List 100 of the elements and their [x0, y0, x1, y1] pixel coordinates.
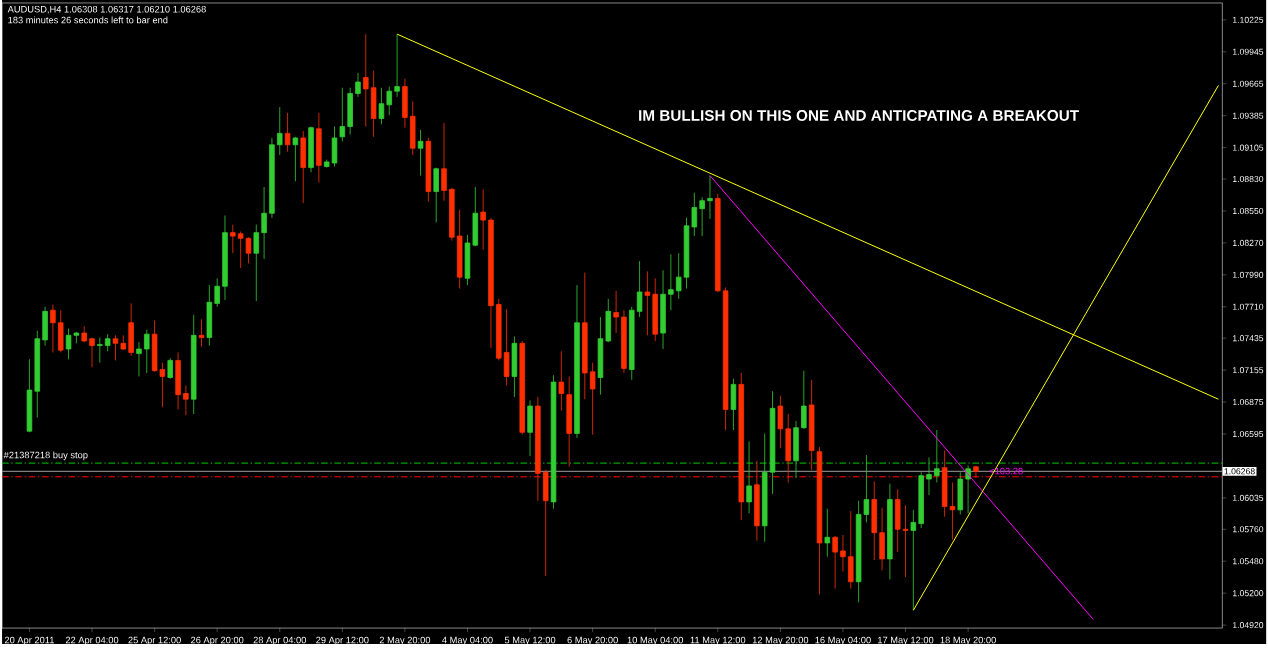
candlestick — [253, 224, 260, 302]
candlestick — [81, 325, 87, 343]
candlestick — [175, 352, 181, 411]
x-tick-label: 20 Apr 2011 — [4, 636, 54, 646]
candlestick — [542, 469, 549, 577]
candlestick — [871, 481, 877, 561]
candlestick — [879, 507, 885, 571]
y-tick-label: 1.05200 — [1233, 590, 1264, 597]
y-tick-label: 1.07990 — [1233, 271, 1264, 279]
candlestick — [339, 87, 346, 142]
candlestick — [746, 441, 752, 514]
candlestick — [355, 72, 361, 98]
candlestick — [198, 319, 205, 348]
candlestick — [754, 460, 760, 542]
candlestick — [308, 126, 314, 173]
y-tick-label: 1.05480 — [1233, 558, 1264, 565]
candlestick — [50, 304, 56, 354]
candlestick — [605, 298, 612, 343]
candlestick — [574, 284, 580, 439]
candlestick — [934, 429, 940, 484]
candlestick — [394, 33, 400, 98]
candlestick — [34, 330, 41, 419]
y-tick-label: 1.09385 — [1233, 112, 1264, 119]
candlestick — [675, 252, 682, 300]
y-tick-label: 1.09105 — [1233, 144, 1264, 151]
y-tick-label: 1.07710 — [1233, 303, 1264, 311]
candlestick — [597, 316, 604, 396]
candlestick — [261, 186, 267, 260]
candlestick — [488, 217, 494, 349]
y-tick-label: 1.05760 — [1233, 526, 1264, 533]
chart-title: AUDUSD,H4 1.06308 1.06317 1.06210 1.06268 — [7, 6, 206, 14]
x-tick-label: 5 May 12:00 — [504, 636, 556, 646]
candlestick — [785, 413, 791, 484]
candlestick — [894, 489, 901, 553]
candlestick — [347, 87, 353, 136]
candlestick — [230, 224, 236, 254]
candlestick — [848, 510, 854, 590]
x-tick-label: 25 Apr 12:00 — [128, 636, 181, 646]
candlestick — [738, 372, 745, 521]
candlestick — [456, 209, 463, 290]
candlestick — [715, 193, 721, 293]
candlestick — [902, 505, 909, 578]
candlestick — [417, 129, 424, 177]
candlestick — [816, 446, 823, 595]
candlestick — [668, 254, 674, 311]
candlestick — [558, 351, 565, 412]
x-tick-label: 11 May 12:00 — [690, 636, 746, 646]
x-tick-label: 10 May 04:00 — [627, 636, 684, 646]
candlestick — [480, 189, 486, 251]
x-tick-label: 28 Apr 04:00 — [253, 636, 307, 646]
candlestick — [926, 457, 932, 496]
y-tick-label: 1.07435 — [1233, 335, 1264, 342]
candlestick — [386, 86, 393, 116]
ref-line-label: 1.06268 — [1224, 468, 1255, 475]
candlestick — [331, 126, 338, 168]
x-tick-label: 12 May 20:00 — [752, 636, 809, 646]
ref-line-label: #21387218 buy stop — [3, 451, 88, 461]
candlestick — [277, 106, 283, 156]
candlestick — [112, 335, 119, 362]
y-tick-label: 1.06035 — [1233, 495, 1264, 502]
candlestick — [128, 303, 134, 357]
candlestick — [464, 234, 471, 286]
candlestick — [840, 534, 846, 573]
candlestick — [104, 333, 111, 352]
candlestick — [793, 420, 799, 479]
candlestick — [887, 483, 893, 581]
candlestick — [144, 329, 150, 374]
candlestick — [503, 308, 510, 387]
candlestick — [425, 137, 432, 203]
candlestick — [323, 159, 330, 169]
candlestick — [808, 379, 815, 471]
candlestick — [636, 260, 643, 318]
candlestick — [832, 535, 838, 590]
candlestick — [582, 272, 588, 400]
candlestick — [613, 290, 619, 334]
candlestick — [441, 122, 447, 202]
candlestick — [550, 375, 557, 510]
y-tick-label: 1.06595 — [1233, 431, 1264, 438]
candlestick — [167, 357, 173, 380]
candlestick — [57, 310, 64, 354]
candlestick — [699, 197, 705, 237]
candlestick — [589, 362, 596, 436]
candlestick — [957, 472, 964, 516]
candlestick — [190, 314, 197, 415]
y-tick-label: 1.04920 — [1233, 622, 1264, 629]
candlestick — [26, 359, 33, 433]
candlestick — [769, 391, 776, 495]
candlestick — [42, 306, 48, 347]
y-tick-label: 1.09665 — [1233, 80, 1264, 87]
candlestick — [777, 395, 784, 449]
y-tick-label: 1.08550 — [1233, 208, 1264, 215]
x-tick-label: 16 May 04:00 — [815, 636, 871, 646]
candlestick — [910, 509, 917, 611]
candlestick — [222, 215, 228, 301]
candlestick — [316, 112, 322, 184]
candlestick — [449, 187, 455, 242]
x-tick-label: 4 May 04:00 — [442, 636, 493, 646]
candlestick — [566, 376, 572, 468]
candlestick — [97, 337, 103, 364]
candlestick — [707, 175, 713, 220]
